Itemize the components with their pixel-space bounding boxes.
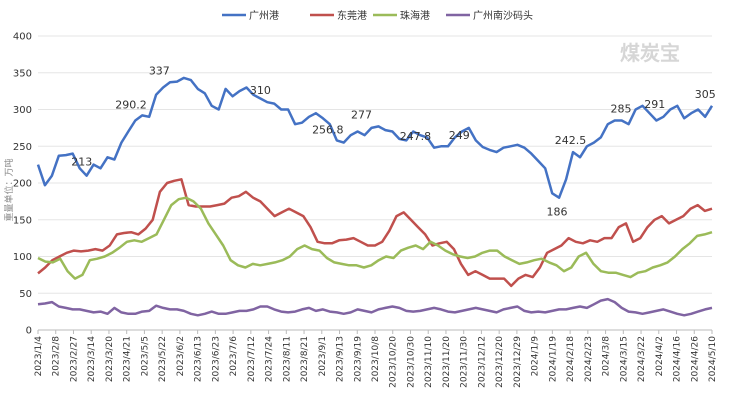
x-tick-label: 2023/5/5 [140, 336, 150, 376]
x-tick-label: 2024/2/23 [584, 336, 594, 382]
x-axis: 2023/1/4 2023/2/8 2023/2/27 2023/3/14 2023/3… [34, 329, 718, 388]
x-tick-label: 2024/4/2 [655, 336, 665, 376]
legend-label: 珠海港 [400, 9, 430, 22]
x-tick-label: 2023/8/21 [300, 336, 310, 382]
x-tick-label: 2023/11/30 [460, 336, 470, 388]
data-labels: 213 290.2 337 310 256.8 277 247.8 249 186 242.5 28… [71, 64, 715, 218]
data-label: 305 [695, 88, 716, 101]
series-line [36, 76, 714, 199]
x-tick-label: 2023/2/8 [52, 336, 62, 377]
y-axis-label: 重量单位：万吨 [3, 158, 15, 221]
x-tick-label: 2023/9/1 [318, 336, 328, 376]
x-tick-label: 2023/11/10 [424, 336, 434, 388]
x-tick-label: 2024/3/8 [602, 336, 612, 377]
legend-label: 东莞港 [337, 9, 367, 22]
data-label: 256.8 [312, 123, 344, 136]
x-tick-label: 2023/12/29 [513, 336, 523, 388]
data-label: 247.8 [400, 130, 432, 143]
data-label: 277 [351, 108, 372, 121]
x-tick-label: 2023/5/22 [158, 336, 168, 382]
x-tick-label: 2023/6/13 [194, 336, 204, 382]
x-tick-label: 2024/2/18 [566, 336, 576, 382]
data-label: 290.2 [115, 99, 147, 112]
data-label: 285 [611, 103, 632, 116]
x-tick-label: 2023/2/27 [69, 336, 79, 382]
data-label: 242.5 [555, 134, 587, 147]
data-label: 249 [449, 129, 470, 142]
x-tick-label: 2023/12/12 [477, 336, 487, 388]
y-tick-label: 350 [13, 68, 32, 79]
x-tick-label: 2023/9/19 [353, 336, 363, 382]
x-tick-label: 2023/10/30 [406, 336, 416, 388]
y-tick-label: 200 [13, 179, 32, 190]
x-tick-label: 2023/10/20 [389, 336, 399, 388]
y-tick-label: 100 [13, 252, 32, 263]
series-line [37, 297, 713, 317]
y-tick-label: 250 [13, 142, 32, 153]
y-tick-label: 0 [26, 326, 32, 337]
x-tick-label: 2023/10/8 [371, 336, 381, 382]
x-tick-label: 2024/5/10 [708, 336, 718, 382]
y-tick-label: 150 [13, 215, 32, 226]
series-line [37, 178, 713, 288]
x-tick-label: 2023/4/21 [123, 336, 133, 382]
x-tick-label: 2023/1/4 [34, 336, 44, 377]
x-tick-label: 2024/4/16 [673, 336, 683, 382]
x-tick-label: 2024/1/9 [531, 336, 541, 377]
y-tick-label: 300 [13, 105, 32, 116]
data-label: 291 [644, 98, 665, 111]
x-tick-label: 2023/7/12 [247, 336, 257, 382]
x-tick-label: 2023/7/6 [229, 336, 239, 377]
x-tick-label: 2023/3/20 [105, 336, 115, 382]
x-tick-label: 2023/7/24 [265, 336, 275, 382]
data-label: 337 [149, 64, 170, 77]
data-label: 186 [546, 205, 567, 218]
y-tick-label: 50 [19, 289, 32, 300]
series-line [37, 196, 713, 280]
y-tick-label: 400 [13, 32, 32, 43]
data-label: 310 [250, 84, 271, 97]
chart-legend: 广州港 东莞港 珠海港 广州南沙码头 [222, 9, 533, 22]
x-tick-label: 2024/1/19 [548, 336, 558, 382]
legend-label: 广州港 [249, 10, 279, 22]
series-lines [36, 76, 714, 317]
x-tick-label: 2023/11/20 [442, 336, 452, 388]
x-tick-label: 2023/12/20 [495, 336, 505, 388]
x-tick-label: 2023/6/23 [211, 336, 221, 382]
watermark: 煤炭宝 [620, 41, 680, 65]
x-tick-label: 2024/3/22 [637, 336, 647, 382]
x-tick-label: 2023/3/14 [87, 336, 97, 382]
x-tick-label: 2023/8/11 [282, 336, 292, 382]
x-tick-label: 2024/4/26 [690, 336, 700, 382]
grid-lines [38, 35, 712, 331]
x-tick-label: 2023/6/2 [176, 336, 186, 376]
y-axis-ticks: 0 50 100 150 200 250 300 350 400 [13, 32, 32, 337]
x-tick-label: 2023/9/13 [336, 336, 346, 382]
x-tick-label: 2024/3/15 [619, 336, 629, 382]
legend-label: 广州南沙码头 [473, 9, 533, 22]
data-label: 213 [71, 155, 92, 168]
